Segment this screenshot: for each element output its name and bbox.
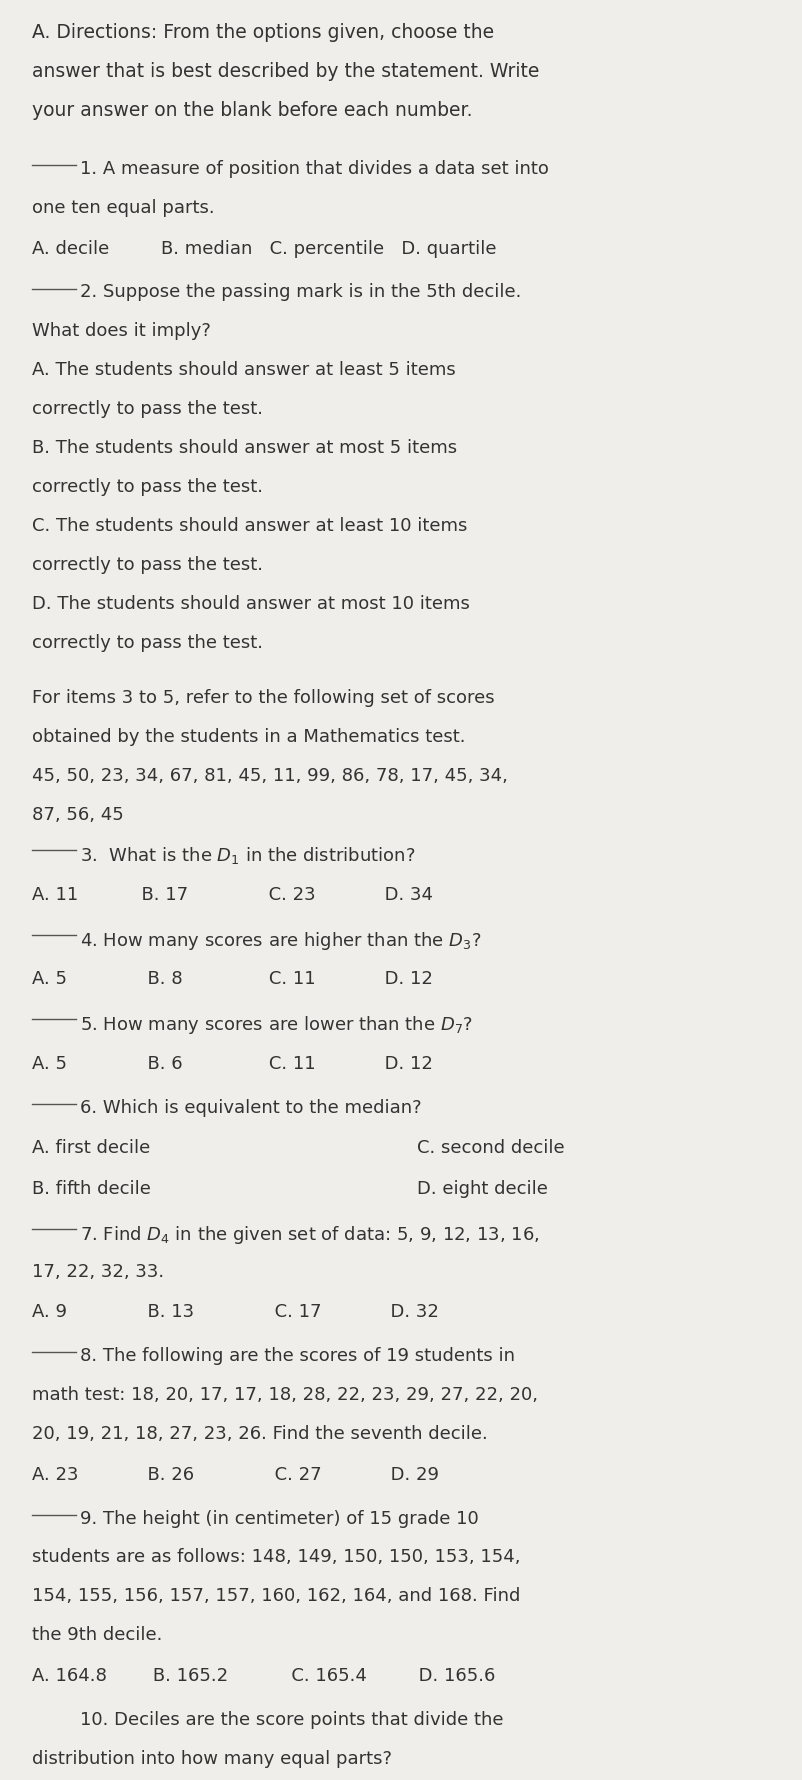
Text: C. second decile: C. second decile [417, 1139, 565, 1157]
Text: B. The students should answer at most 5 items: B. The students should answer at most 5 … [32, 440, 457, 457]
Text: A. 5              B. 8               C. 11            D. 12: A. 5 B. 8 C. 11 D. 12 [32, 970, 433, 988]
Text: obtained by the students in a Mathematics test.: obtained by the students in a Mathematic… [32, 728, 466, 746]
Text: the 9th decile.: the 9th decile. [32, 1625, 163, 1643]
Text: 9. The height (in centimeter) of 15 grade 10: 9. The height (in centimeter) of 15 grad… [80, 1509, 479, 1527]
Text: A. 164.8        B. 165.2           C. 165.4         D. 165.6: A. 164.8 B. 165.2 C. 165.4 D. 165.6 [32, 1666, 496, 1684]
Text: correctly to pass the test.: correctly to pass the test. [32, 555, 263, 573]
Text: A. 11           B. 17              C. 23            D. 34: A. 11 B. 17 C. 23 D. 34 [32, 885, 433, 902]
Text: 2. Suppose the passing mark is in the 5th decile.: 2. Suppose the passing mark is in the 5t… [80, 283, 521, 301]
Text: distribution into how many equal parts?: distribution into how many equal parts? [32, 1748, 392, 1768]
Text: A. 23            B. 26              C. 27            D. 29: A. 23 B. 26 C. 27 D. 29 [32, 1465, 439, 1483]
Text: 3.  What is the $D_1$ in the distribution?: 3. What is the $D_1$ in the distribution… [80, 844, 415, 865]
Text: 154, 155, 156, 157, 157, 160, 162, 164, and 168. Find: 154, 155, 156, 157, 157, 160, 162, 164, … [32, 1586, 520, 1604]
Text: answer that is best described by the statement. Write: answer that is best described by the sta… [32, 62, 540, 80]
Text: 4. How many scores are higher than the $D_3$?: 4. How many scores are higher than the $… [80, 929, 481, 951]
Text: one ten equal parts.: one ten equal parts. [32, 199, 215, 217]
Text: B. fifth decile: B. fifth decile [32, 1178, 151, 1198]
Text: A. decile         B. median   C. percentile   D. quartile: A. decile B. median C. percentile D. qua… [32, 239, 496, 258]
Text: correctly to pass the test.: correctly to pass the test. [32, 400, 263, 418]
Text: A. The students should answer at least 5 items: A. The students should answer at least 5… [32, 361, 456, 379]
Text: What does it imply?: What does it imply? [32, 322, 211, 340]
Text: D. eight decile: D. eight decile [417, 1178, 548, 1198]
Text: 87, 56, 45: 87, 56, 45 [32, 806, 124, 824]
Text: correctly to pass the test.: correctly to pass the test. [32, 477, 263, 495]
Text: 5. How many scores are lower than the $D_7$?: 5. How many scores are lower than the $D… [80, 1013, 473, 1036]
Text: A. first decile: A. first decile [32, 1139, 150, 1157]
Text: 17, 22, 32, 33.: 17, 22, 32, 33. [32, 1262, 164, 1280]
Text: For items 3 to 5, refer to the following set of scores: For items 3 to 5, refer to the following… [32, 689, 495, 707]
Text: A. 5              B. 6               C. 11            D. 12: A. 5 B. 6 C. 11 D. 12 [32, 1054, 433, 1072]
Text: 20, 19, 21, 18, 27, 23, 26. Find the seventh decile.: 20, 19, 21, 18, 27, 23, 26. Find the sev… [32, 1424, 488, 1442]
Text: C. The students should answer at least 10 items: C. The students should answer at least 1… [32, 516, 468, 534]
Text: A. 9              B. 13              C. 17            D. 32: A. 9 B. 13 C. 17 D. 32 [32, 1303, 439, 1321]
Text: 1. A measure of position that divides a data set into: 1. A measure of position that divides a … [80, 160, 549, 178]
Text: D. The students should answer at most 10 items: D. The students should answer at most 10… [32, 595, 470, 612]
Text: 7. Find $D_4$ in the given set of data: 5, 9, 12, 13, 16,: 7. Find $D_4$ in the given set of data: … [80, 1223, 540, 1244]
Text: correctly to pass the test.: correctly to pass the test. [32, 634, 263, 651]
Text: 10. Deciles are the score points that divide the: 10. Deciles are the score points that di… [80, 1711, 504, 1728]
Text: students are as follows: 148, 149, 150, 150, 153, 154,: students are as follows: 148, 149, 150, … [32, 1547, 520, 1566]
Text: A. Directions: From the options given, choose the: A. Directions: From the options given, c… [32, 23, 494, 43]
Text: 8. The following are the scores of 19 students in: 8. The following are the scores of 19 st… [80, 1346, 515, 1365]
Text: 45, 50, 23, 34, 67, 81, 45, 11, 99, 86, 78, 17, 45, 34,: 45, 50, 23, 34, 67, 81, 45, 11, 99, 86, … [32, 767, 508, 785]
Text: 6. Which is equivalent to the median?: 6. Which is equivalent to the median? [80, 1098, 422, 1116]
Text: your answer on the blank before each number.: your answer on the blank before each num… [32, 101, 472, 119]
Text: math test: 18, 20, 17, 17, 18, 28, 22, 23, 29, 27, 22, 20,: math test: 18, 20, 17, 17, 18, 28, 22, 2… [32, 1385, 538, 1403]
